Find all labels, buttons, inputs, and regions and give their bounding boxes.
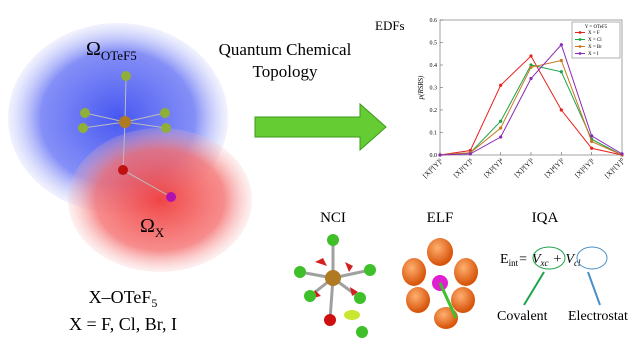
elf-render	[402, 238, 478, 329]
legend-label: X = F	[588, 31, 600, 36]
x-tick-label: [X]⁶[Y]⁰	[603, 157, 626, 180]
data-point	[529, 66, 532, 69]
data-point	[438, 153, 441, 156]
data-point	[590, 140, 593, 143]
data-point	[590, 147, 593, 150]
y-tick-label: 0.5	[430, 41, 438, 47]
y-tick-label: 0.2	[430, 108, 438, 114]
legend-label: X = Br	[588, 45, 602, 50]
y-tick-label: 0.3	[430, 86, 438, 92]
x-tick-label: [X]⁰[Y]⁶	[421, 156, 445, 180]
data-point	[499, 135, 502, 138]
x-tick-label: [X]¹[Y]⁵	[452, 156, 475, 179]
legend-title: Y = OTeF5	[585, 25, 608, 30]
legend-marker	[579, 38, 582, 41]
molecule-variants: X = F, Cl, Br, I	[69, 314, 177, 334]
pointer-arrow	[524, 272, 544, 305]
graphical-abstract: ΩOTeF5 ΩX Quantum Chemical Topology X–OT…	[0, 0, 628, 341]
chart-label: EDFs	[375, 18, 405, 33]
y-tick-label: 0.6	[430, 18, 438, 24]
y-tick-label: 0.0	[430, 153, 438, 159]
data-point	[560, 70, 563, 73]
iqa-term: Covalent	[497, 309, 548, 324]
legend-marker	[579, 31, 582, 34]
y-tick-label: 0.1	[430, 131, 438, 137]
panel-label: IQA	[532, 210, 559, 226]
panel-label: NCI	[320, 210, 346, 226]
legend-marker	[579, 52, 582, 55]
data-point	[560, 108, 563, 111]
data-point	[499, 84, 502, 87]
series-line	[440, 56, 622, 155]
data-point	[590, 134, 593, 137]
data-point	[620, 152, 623, 155]
pointer-arrow	[588, 272, 600, 305]
term-highlight	[577, 247, 607, 269]
data-point	[499, 120, 502, 123]
iqa-term: Electrostatic	[568, 309, 628, 324]
x-tick-label: [X]⁴[Y]²	[543, 157, 566, 180]
series-line	[440, 45, 622, 155]
legend-label: X = I	[588, 52, 599, 57]
method-line: Topology	[253, 62, 318, 81]
iqa-equation: Eint=Vxc+Vcl	[500, 252, 581, 268]
method-line: Quantum Chemical	[219, 40, 352, 59]
x-tick-label: [X]³[Y]³	[513, 157, 535, 179]
data-point	[560, 43, 563, 46]
data-point	[529, 77, 532, 80]
arrow	[255, 104, 386, 150]
x-tick-label: [X]⁵[Y]¹	[573, 157, 596, 180]
data-point	[499, 126, 502, 129]
y-tick-label: 0.4	[430, 63, 438, 69]
legend-marker	[579, 45, 582, 48]
x-tick-label: [X]²[Y]⁴	[482, 156, 505, 179]
y-axis-label: p(RSRS)	[417, 75, 425, 100]
data-point	[529, 54, 532, 57]
data-point	[469, 152, 472, 155]
panel-label: ELF	[427, 210, 454, 226]
molecule-formula: X–OTeF5	[89, 287, 158, 310]
data-point	[560, 59, 563, 62]
basin-x	[68, 128, 252, 272]
nci-render	[294, 234, 376, 338]
legend-label: X = Cl	[588, 38, 602, 43]
